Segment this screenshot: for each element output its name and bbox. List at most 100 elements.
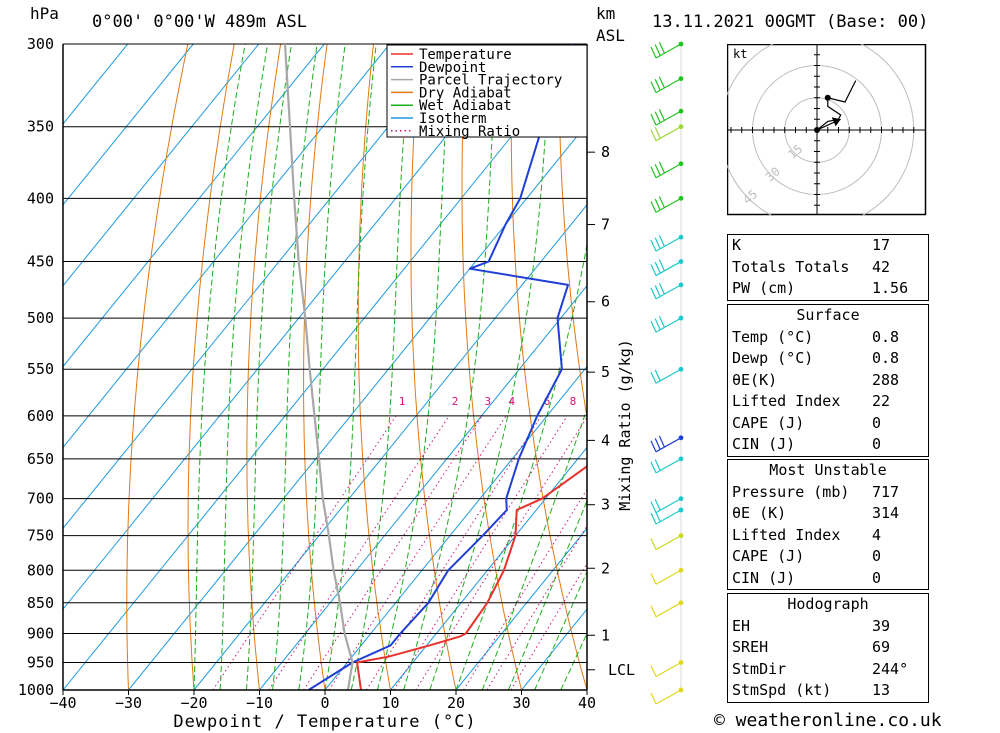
hodograph-stats-title: Hodograph [787, 595, 869, 613]
isotherm-line [390, 446, 587, 690]
hodograph-trace [816, 80, 857, 131]
wind-barb [650, 108, 684, 126]
pressure-tick-label: 350 [27, 118, 54, 136]
wind-barb [650, 282, 684, 300]
x-tick-label: 30 [512, 694, 530, 712]
mixing-ratio-label: 6 [544, 395, 551, 408]
isotherm-line [259, 284, 587, 690]
pressure-tick-label: 850 [27, 594, 54, 612]
index-row-pw: PW (cm) 1.56 [732, 279, 909, 297]
height-tick-label: 8 [601, 143, 610, 161]
height-tick-label: 2 [601, 559, 610, 577]
isotherm-line [63, 44, 194, 206]
x-tick-label: −30 [115, 694, 142, 712]
surface-row: Lifted Index 22 [732, 392, 891, 410]
dry-adiabat-line [931, 44, 1000, 690]
x-tick-label: −40 [49, 694, 76, 712]
x-axis-label: Dewpoint / Temperature (°C) [173, 712, 476, 732]
wet-adiabat-line [403, 44, 498, 690]
wet-adiabat-line [272, 44, 318, 690]
most-unstable-title: Most Unstable [769, 461, 887, 479]
mixing-ratio-label: 25 [676, 395, 689, 408]
isotherm-line [455, 527, 587, 690]
hodograph-unit-label: kt [733, 47, 747, 61]
legend-entry: Mixing Ratio [419, 124, 520, 140]
surface-title: Surface [796, 306, 860, 324]
legend-entry: Parcel Trajectory [419, 73, 562, 89]
mixing-ratio-label: 8 [570, 395, 577, 408]
hodograph-stats-row: StmDir 244° [732, 659, 909, 678]
wind-barb [650, 600, 684, 618]
x-tick-label: 0 [320, 694, 329, 712]
pressure-tick-label: 450 [27, 253, 54, 271]
mixing-ratio-line [415, 416, 587, 690]
indices-table: K 17 Totals Totals 42 PW (cm) 1.56 [727, 234, 929, 301]
isotherm-line [63, 44, 456, 530]
mixing-ratio-label: 20 [654, 395, 667, 408]
legend-entry: Isotherm [419, 111, 486, 127]
dry-adiabat-line [977, 44, 1000, 690]
most-unstable-row: Lifted Index 4 [732, 525, 882, 544]
surface-row: Dewp (°C) 0.8 [732, 349, 900, 367]
wind-barb [650, 533, 684, 551]
mixing-ratio-line [212, 415, 397, 690]
series-dewpoint [308, 44, 574, 690]
dry-adiabat-line [558, 44, 587, 421]
most-unstable-row: CAPE (J) 0 [732, 547, 882, 565]
most-unstable-row: CIN (J) 0 [732, 568, 882, 587]
height-unit-label: km [596, 4, 616, 23]
pressure-tick-label: 600 [27, 407, 54, 425]
wet-adiabat-line [350, 44, 412, 690]
isotherm-line [63, 44, 260, 287]
dry-adiabat-line [357, 44, 391, 690]
mixing-ratio-label: 4 [509, 395, 516, 408]
x-tick-label: −10 [246, 694, 273, 712]
pressure-tick-label: 1000 [18, 681, 54, 699]
isotherm-line [63, 44, 587, 690]
wind-barb [650, 507, 684, 525]
wet-adiabat-line [245, 44, 292, 690]
pressure-tick-label: 500 [27, 309, 54, 327]
pressure-tick-label: 950 [27, 653, 54, 671]
legend-entry: Dry Adiabat [419, 85, 512, 101]
wind-barb [650, 195, 684, 213]
isotherm-line [63, 44, 129, 125]
surface-row: Temp (°C) 0.8 [732, 327, 900, 346]
pressure-tick-label: 400 [27, 189, 54, 207]
height-tick-label: 4 [601, 431, 610, 449]
wet-adiabat-line [219, 44, 269, 690]
wet-adiabat-line [507, 499, 587, 690]
pressure-tick-label: 900 [27, 624, 54, 642]
surface-row: CAPE (J) 0 [732, 413, 882, 432]
height-tick-label: 7 [601, 216, 610, 234]
mixing-ratio-label: 10 [587, 395, 600, 408]
dry-adiabat-line [187, 44, 235, 690]
wind-barb [650, 660, 684, 678]
pressure-unit-label: hPa [30, 4, 59, 23]
wet-adiabat-line [534, 570, 587, 690]
x-tick-label: 40 [578, 694, 596, 712]
index-row-totals: Totals Totals 42 [732, 257, 891, 276]
mixing-ratio-axis-label: Mixing Ratio (g/kg) [616, 339, 634, 511]
hodograph-stats-row: EH 39 [732, 616, 891, 635]
wind-barb [650, 315, 684, 333]
isotherm-line [193, 204, 587, 690]
wind-barb [650, 234, 684, 252]
pressure-tick-label: 300 [27, 35, 54, 53]
hodograph-stats-row: SREH 69 [732, 638, 891, 656]
legend-entry: Dewpoint [419, 60, 486, 76]
dry-adiabat-line [126, 44, 189, 690]
series-temperature [356, 465, 587, 690]
wind-barb [650, 124, 684, 142]
series-parcel-trajectory [283, 44, 354, 690]
pressure-tick-label: 550 [27, 360, 54, 378]
wind-barb [650, 456, 684, 474]
mixing-ratio-label: 2 [452, 395, 459, 408]
isotherm-line [63, 44, 325, 368]
hodograph-stats-row: StmSpd (kt) 13 [732, 681, 891, 699]
surface-table: Surface Temp (°C) 0.8 Dewp (°C) 0.8 θE(K) 2… [727, 304, 929, 457]
surface-row: θE(K) 288 [732, 370, 900, 389]
storm-motion-arrowhead [831, 117, 841, 127]
x-tick-label: −20 [180, 694, 207, 712]
credit-link[interactable]: © weatheronline.co.uk [714, 710, 942, 731]
